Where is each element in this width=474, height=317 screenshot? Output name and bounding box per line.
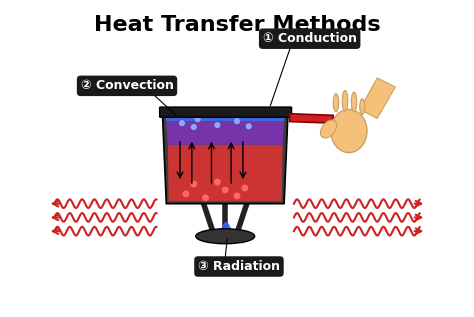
- Polygon shape: [163, 111, 288, 204]
- Text: ① Conduction: ① Conduction: [263, 32, 356, 45]
- Circle shape: [246, 124, 251, 129]
- Circle shape: [191, 181, 197, 187]
- Ellipse shape: [351, 92, 357, 112]
- Ellipse shape: [320, 120, 337, 138]
- Circle shape: [203, 195, 209, 201]
- Circle shape: [191, 125, 196, 129]
- Ellipse shape: [342, 91, 348, 111]
- Circle shape: [215, 123, 220, 127]
- Ellipse shape: [331, 109, 367, 152]
- Ellipse shape: [196, 229, 255, 244]
- Ellipse shape: [360, 99, 365, 114]
- Ellipse shape: [333, 94, 339, 112]
- Polygon shape: [165, 114, 286, 121]
- Polygon shape: [360, 78, 395, 119]
- Circle shape: [222, 187, 228, 193]
- Circle shape: [242, 185, 247, 191]
- Polygon shape: [290, 114, 333, 123]
- Polygon shape: [168, 145, 283, 201]
- Circle shape: [234, 193, 240, 198]
- Polygon shape: [166, 121, 284, 145]
- Circle shape: [183, 191, 189, 197]
- Text: Heat Transfer Methods: Heat Transfer Methods: [94, 15, 380, 35]
- FancyBboxPatch shape: [160, 107, 292, 117]
- Circle shape: [195, 117, 200, 122]
- Circle shape: [215, 179, 220, 185]
- Text: ③ Radiation: ③ Radiation: [198, 260, 280, 273]
- Text: ② Convection: ② Convection: [81, 79, 173, 92]
- Circle shape: [235, 119, 239, 124]
- Circle shape: [180, 121, 184, 126]
